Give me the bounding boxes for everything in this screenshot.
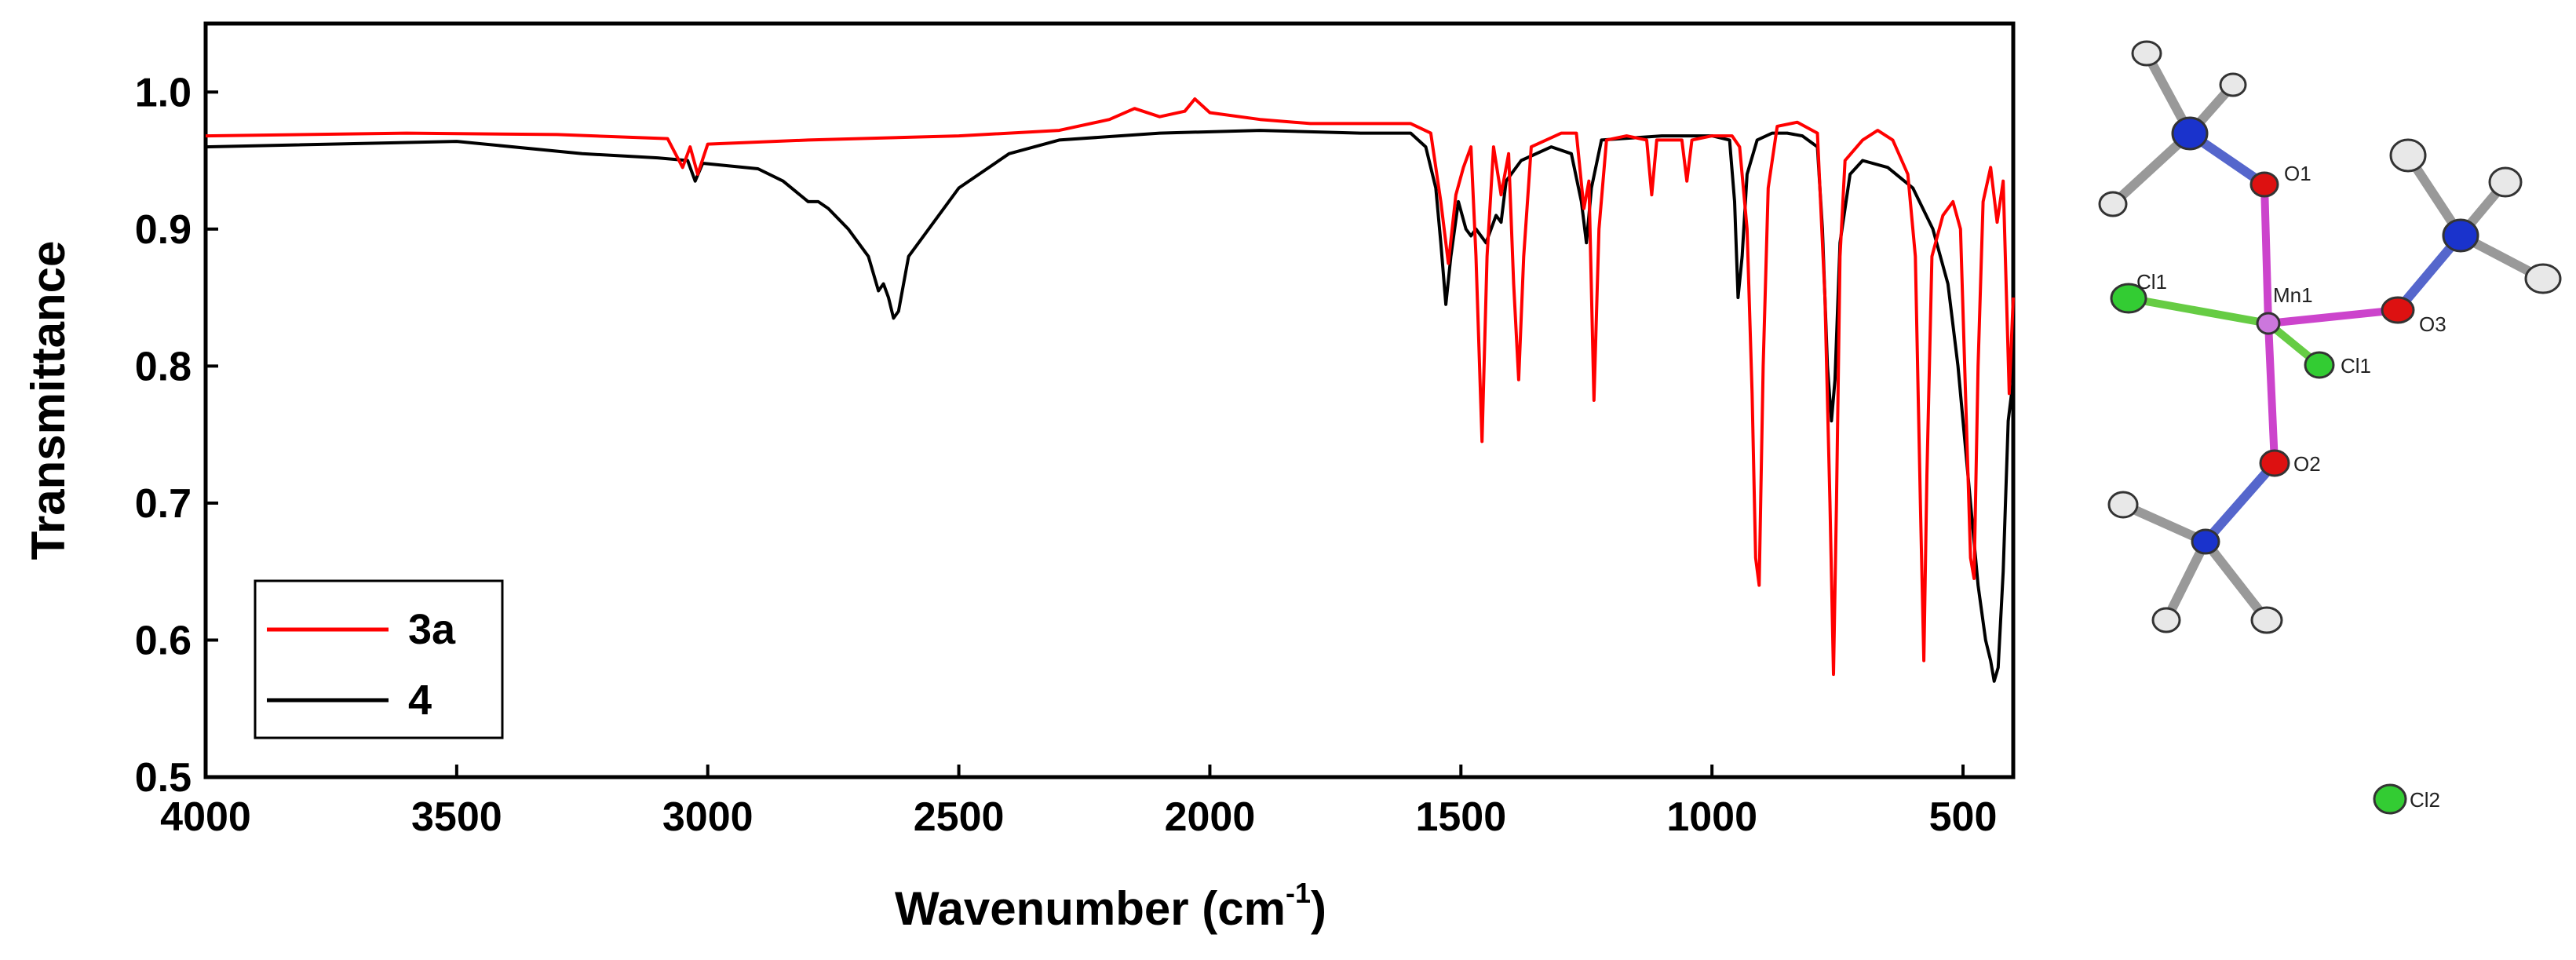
atom-label-cl1a: Cl1 <box>2136 270 2167 294</box>
bond-mn1-o3 <box>2264 306 2402 327</box>
x-tick-label: 1500 <box>1415 794 1506 840</box>
x-axis-label: Wavenumber (cm-1) <box>895 877 1326 935</box>
series-line-3a <box>205 97 2015 677</box>
atom-h <box>2131 40 2162 67</box>
atom-label-cl1b: Cl1 <box>2341 354 2371 378</box>
atom-label-o2: O2 <box>2293 452 2321 476</box>
x-tick-label: 3000 <box>662 794 753 840</box>
atom-h <box>2107 491 2139 519</box>
series-layer <box>205 97 2015 683</box>
legend: 3a 4 <box>254 579 504 739</box>
bond-mn1-cl1a <box>2125 294 2272 327</box>
bond-o1-mn1 <box>2260 181 2272 327</box>
atom-label-mn1: Mn1 <box>2273 283 2313 307</box>
x-tick-label: 1000 <box>1666 794 1757 840</box>
x-tick-label: 2000 <box>1165 794 1256 840</box>
series-line-4 <box>205 129 2015 683</box>
plot-frame <box>203 21 2016 779</box>
atom-mn1 <box>2256 312 2281 335</box>
atom-cl2 <box>2373 783 2407 815</box>
bond-o2-n2 <box>2201 458 2279 546</box>
y-tick-label: 0.7 <box>135 481 192 527</box>
atom-o2 <box>2259 449 2290 477</box>
atom-o3 <box>2381 296 2415 324</box>
y-tick-label: 0.6 <box>135 618 192 663</box>
y-tick-label: 0.9 <box>135 207 192 253</box>
atom-label-o3: O3 <box>2419 312 2446 336</box>
atom-cl1a <box>2110 283 2147 314</box>
atom-h <box>2098 191 2128 217</box>
y-tick-label: 0.8 <box>135 344 192 389</box>
atom-h <box>2389 138 2427 173</box>
y-tick-label: 1.0 <box>135 70 192 115</box>
x-tick-label: 3500 <box>411 794 502 840</box>
axis-ticks: 4000 3500 3000 2500 2000 1500 1000 500 0.5 0.6 0.7… <box>135 70 1998 840</box>
atom-n2 <box>2191 528 2220 555</box>
atom-h <box>2151 607 2181 633</box>
crystal-structure: O1 Cl1 Mn1 O3 Cl1 O2 Cl2 <box>2098 40 2562 815</box>
x-tick-label: 2500 <box>914 794 1005 840</box>
y-axis-label: Transmittance <box>22 241 75 560</box>
atom-o1 <box>2249 171 2279 198</box>
legend-label-4: 4 <box>408 677 432 724</box>
bond-mn1-o2 <box>2264 319 2279 467</box>
atom-h <box>2250 606 2283 634</box>
y-tick-label: 0.5 <box>135 755 192 801</box>
atom-h <box>2524 263 2562 294</box>
bond-n2-h <box>2201 537 2271 625</box>
x-axis-label-main: Wavenumber (cm <box>895 882 1286 935</box>
x-axis-label-close: ) <box>1311 882 1326 935</box>
x-axis-label-sup: -1 <box>1286 877 1311 909</box>
ir-spectrum-chart: 4000 3500 3000 2500 2000 1500 1000 500 0.5 0.6 0.7… <box>22 21 2016 935</box>
atom-label-o1: O1 <box>2284 162 2311 185</box>
atoms <box>2098 40 2562 815</box>
x-tick-label: 4000 <box>160 794 251 840</box>
atom-h <box>2488 166 2523 198</box>
bond-n2-h <box>2162 537 2210 625</box>
atom-h <box>2219 72 2247 97</box>
atom-n3 <box>2442 218 2479 253</box>
atom-cl1b <box>2304 351 2335 379</box>
atom-label-cl2: Cl2 <box>2410 788 2440 812</box>
x-tick-label: 500 <box>1929 794 1998 840</box>
legend-box <box>254 579 504 739</box>
atom-n1 <box>2171 116 2209 151</box>
legend-label-3a: 3a <box>408 606 456 653</box>
